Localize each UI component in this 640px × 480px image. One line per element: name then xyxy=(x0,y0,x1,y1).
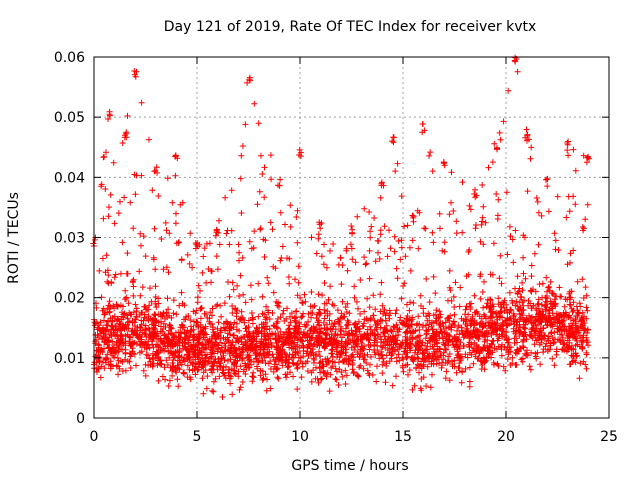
y-tick-label: 0.02 xyxy=(54,291,85,307)
grid-layer xyxy=(94,57,609,418)
y-tick-label: 0.04 xyxy=(54,170,85,186)
x-tick-label: 20 xyxy=(497,429,515,445)
chart-title: Day 121 of 2019, Rate Of TEC Index for r… xyxy=(164,19,537,35)
y-tick-label: 0.05 xyxy=(54,110,85,126)
y-tick-label: 0.01 xyxy=(54,351,85,367)
axis-ticks: 0 0.01 0.02 0.03 0.04 0.05 0.06 0 5 10 15 20 25 xyxy=(54,50,618,445)
data-points xyxy=(90,54,593,400)
x-tick-label: 0 xyxy=(90,429,99,445)
x-tick-label: 15 xyxy=(394,429,412,445)
y-axis-label: ROTI / TECUs xyxy=(6,192,22,284)
x-tick-label: 10 xyxy=(291,429,309,445)
x-tick-label: 25 xyxy=(600,429,618,445)
y-tick-label: 0.06 xyxy=(54,50,85,66)
y-tick-label: 0.03 xyxy=(54,231,85,247)
x-tick-label: 5 xyxy=(193,429,202,445)
x-axis-label: GPS time / hours xyxy=(291,458,408,474)
plot-frame xyxy=(93,56,610,419)
roti-points xyxy=(90,54,593,400)
y-tick-label: 0 xyxy=(76,411,85,427)
